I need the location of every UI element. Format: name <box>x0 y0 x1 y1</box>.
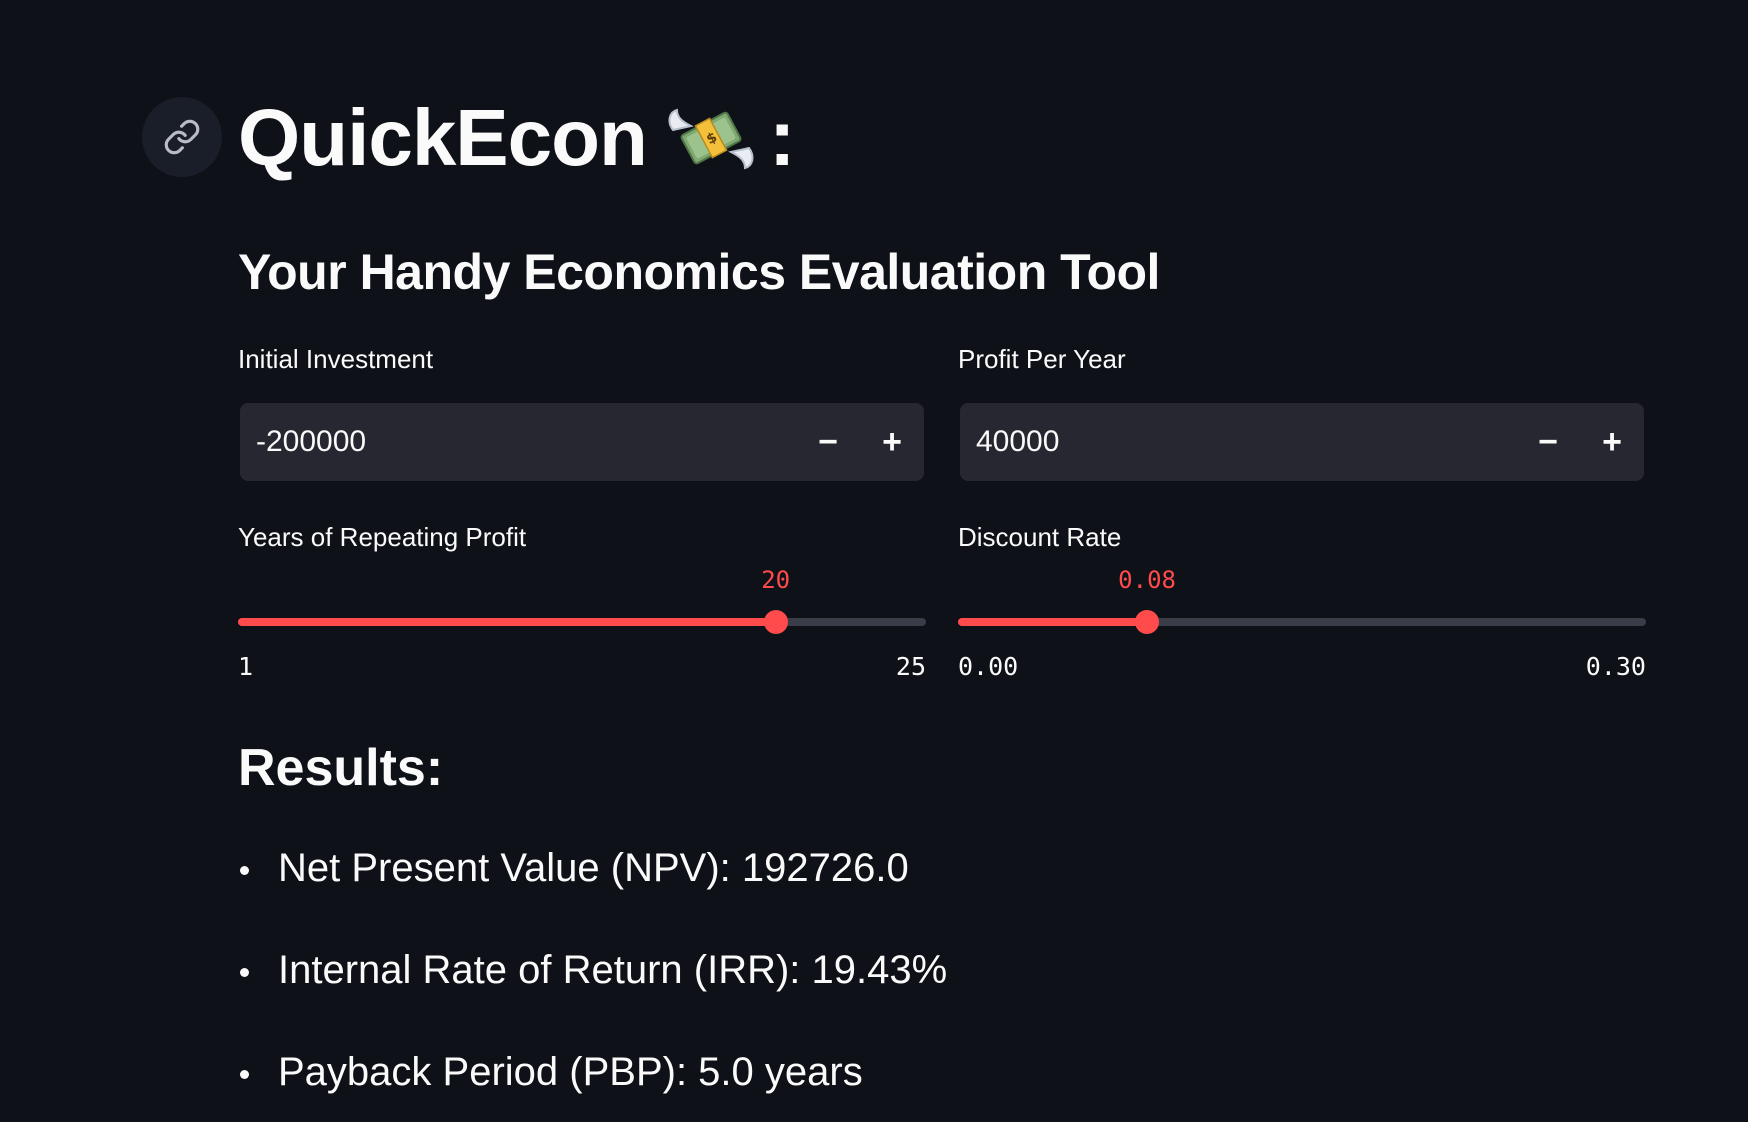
link-icon <box>164 119 200 155</box>
discount-rate-slider-track[interactable] <box>958 618 1646 626</box>
page-subtitle: Your Handy Economics Evaluation Tool <box>238 244 1160 300</box>
page-title: QuickEcon $ : <box>238 88 796 188</box>
initial-investment-decrement-button[interactable]: − <box>818 422 838 461</box>
profit-per-year-decrement-button[interactable]: − <box>1538 422 1558 461</box>
page-title-text: QuickEcon <box>238 93 648 182</box>
result-pbp: Payback Period (PBP): 5.0 years <box>238 1042 947 1122</box>
profit-per-year-increment-button[interactable]: + <box>1602 422 1622 461</box>
years-slider-fill <box>238 618 776 626</box>
heading-anchor-link[interactable] <box>142 97 222 177</box>
years-slider-min: 1 <box>238 652 254 681</box>
initial-investment-input[interactable]: -200000 <box>256 425 367 458</box>
money-with-wings-icon: $ <box>665 92 757 184</box>
years-slider[interactable]: 20 1 25 <box>238 562 926 682</box>
result-irr: Internal Rate of Return (IRR): 19.43% <box>238 940 947 1042</box>
initial-investment-field: -200000 − + <box>240 403 924 481</box>
years-slider-thumb[interactable] <box>763 610 788 634</box>
years-slider-max: 25 <box>895 652 926 681</box>
discount-rate-slider-thumb[interactable] <box>1135 610 1160 634</box>
profit-per-year-field: 40000 − + <box>960 403 1644 481</box>
years-slider-label: Years of Repeating Profit <box>238 522 527 552</box>
initial-investment-increment-button[interactable]: + <box>882 422 902 461</box>
profit-per-year-label: Profit Per Year <box>958 344 1126 374</box>
page-title-colon: : <box>768 93 796 182</box>
results-list: Net Present Value (NPV): 192726.0 Intern… <box>238 838 947 1122</box>
discount-rate-slider-fill <box>958 618 1148 626</box>
result-npv: Net Present Value (NPV): 192726.0 <box>238 838 947 940</box>
initial-investment-label: Initial Investment <box>238 344 434 374</box>
discount-rate-slider-value: 0.08 <box>1118 566 1176 594</box>
results-heading: Results: <box>238 739 444 797</box>
profit-per-year-input[interactable]: 40000 <box>976 425 1060 458</box>
discount-rate-slider[interactable]: 0.08 0.00 0.30 <box>958 562 1646 682</box>
discount-rate-slider-label: Discount Rate <box>958 522 1122 552</box>
discount-rate-slider-min: 0.00 <box>958 652 1019 681</box>
years-slider-value: 20 <box>761 566 791 594</box>
discount-rate-slider-max: 0.30 <box>1585 652 1646 681</box>
